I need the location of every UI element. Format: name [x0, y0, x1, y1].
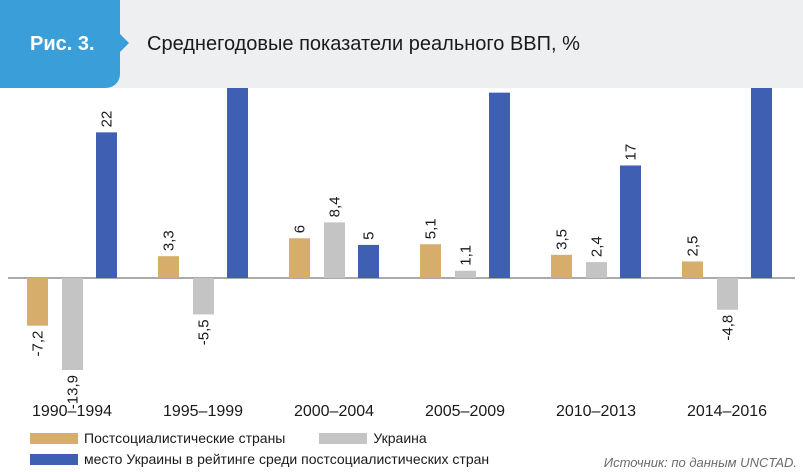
chart-title: Среднегодовые показатели реального ВВП, … [147, 33, 580, 55]
figure-header: Рис. 3. Среднегодовые показатели реально… [0, 0, 803, 88]
data-label-2-3: 8,4 [327, 197, 344, 218]
data-label-2-5: 2,4 [589, 236, 606, 257]
data-label-1-6: 2,5 [685, 236, 702, 257]
data-label-2-6: -4,8 [720, 315, 737, 341]
bar-2-3 [324, 222, 345, 278]
bar-1-4 [420, 244, 441, 278]
bar-3-5 [620, 165, 641, 278]
data-label-3-5: 17 [623, 144, 640, 161]
figure-badge: Рис. 3. [0, 0, 120, 88]
data-label-1-3: 6 [292, 225, 309, 233]
bar-3-1 [96, 132, 117, 278]
bar-3-6 [751, 88, 772, 279]
bar-chart: -7,2-13,9221990–19943,3-5,5291995–199968… [8, 88, 795, 420]
legend-swatch-rank [30, 453, 78, 465]
legend-label-rank: место Украины в рейтинге среди постсоциа… [84, 451, 490, 467]
data-label-1-4: 5,1 [423, 218, 440, 239]
x-tick-label-6: 2014–2016 [687, 403, 767, 420]
figure-badge-arrow [120, 34, 129, 52]
bar-2-4 [455, 270, 476, 278]
data-label-2-1: -13,9 [65, 375, 82, 409]
bar-3-4 [489, 92, 510, 278]
bar-2-6 [717, 278, 738, 310]
bar-1-1 [27, 278, 48, 326]
x-tick-label-5: 2010–2013 [556, 403, 636, 420]
bar-2-5 [586, 262, 607, 278]
x-tick-label-1: 1990–1994 [32, 403, 112, 420]
data-label-2-2: -5,5 [196, 319, 213, 345]
bar-2-2 [193, 278, 214, 315]
data-label-1-1: -7,2 [30, 331, 47, 357]
source-note: Источник: по данным UNCTAD. [603, 455, 797, 470]
bar-1-6 [682, 261, 703, 278]
data-label-1-5: 3,5 [554, 229, 571, 250]
legend-label-postsocialist: Постсоциалистические страны [84, 430, 286, 446]
bar-2-1 [62, 278, 83, 371]
x-tick-label-4: 2005–2009 [425, 403, 505, 420]
bar-1-3 [289, 238, 310, 278]
bar-3-2 [227, 88, 248, 279]
data-label-3-1: 22 [99, 111, 116, 128]
data-label-1-2: 3,3 [161, 230, 178, 251]
bar-1-2 [158, 256, 179, 278]
data-label-2-4: 1,1 [458, 245, 475, 266]
x-tick-label-2: 1995–1999 [163, 403, 243, 420]
bar-3-3 [358, 244, 379, 278]
legend-row-1: Постсоциалистические страны Украина [30, 430, 427, 446]
legend-row-2: место Украины в рейтинге среди постсоциа… [30, 451, 489, 467]
legend-label-ukraine: Украина [373, 430, 427, 446]
legend-swatch-postsocialist [30, 432, 78, 444]
bar-1-5 [551, 254, 572, 278]
x-tick-label-3: 2000–2004 [294, 403, 374, 420]
figure-badge-label: Рис. 3. [30, 33, 95, 55]
data-label-3-3: 5 [361, 232, 378, 240]
legend-swatch-ukraine [319, 432, 368, 444]
